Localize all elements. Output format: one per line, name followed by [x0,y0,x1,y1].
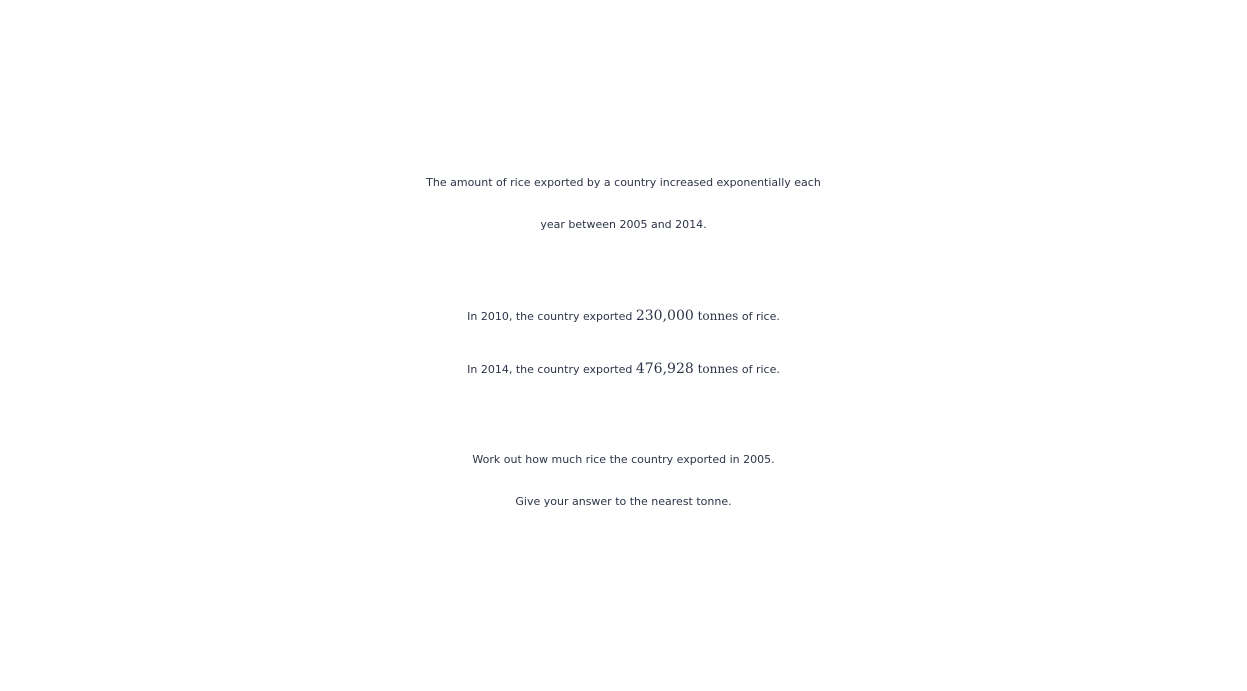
question-line-1: Work out how much rice the country expor… [472,453,775,466]
fact-2014: In 2014, the country exported 476,928 to… [0,348,1247,391]
fact-2010-value: 230,000 [635,308,694,324]
fact-2014-prefix: In 2014, the country exported [467,363,636,376]
fact-2010: In 2010, the country exported 230,000 to… [0,295,1247,338]
question-line-2: Give your answer to the nearest tonne. [515,495,732,508]
fact-2010-suffix: of rice. [738,310,780,323]
intro-line-1: The amount of rice exported by a country… [426,176,821,189]
fact-2014-value: 476,928 [635,361,694,377]
fact-2010-unit: tonnes [693,309,739,323]
fact-2014-unit: tonnes [693,362,739,376]
fact-2010-prefix: In 2010, the country exported [467,310,636,323]
intro-line-2: year between 2005 and 2014. [540,218,707,231]
fact-2014-suffix: of rice. [738,363,780,376]
